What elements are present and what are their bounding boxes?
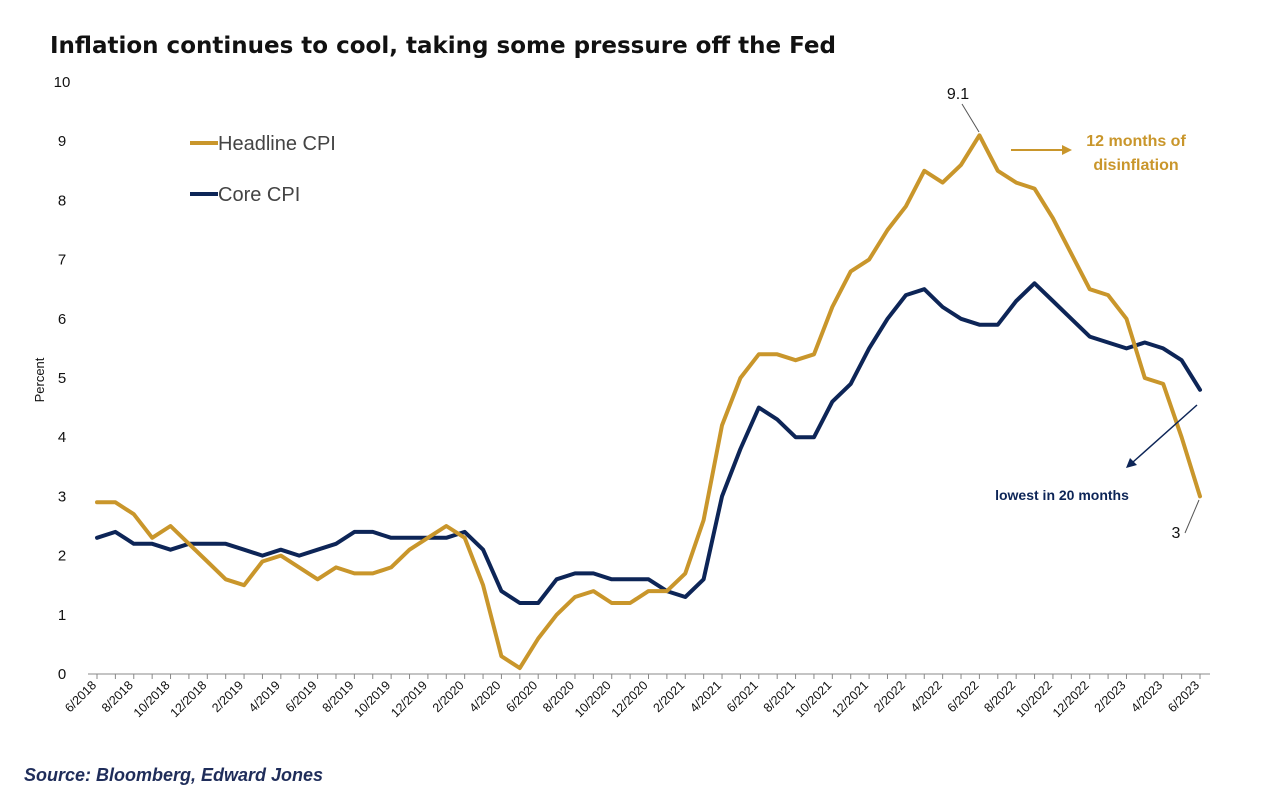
y-tick-label: 0 — [58, 666, 66, 683]
x-tick-label: 4/2023 — [1128, 678, 1165, 715]
last-value-label: 3 — [1172, 525, 1181, 542]
y-tick-label: 1 — [58, 607, 66, 624]
x-tick-label: 10/2018 — [131, 678, 173, 720]
x-tick-label: 4/2021 — [687, 678, 724, 715]
x-tick-label: 4/2022 — [908, 678, 945, 715]
disinflation-arrowhead — [1062, 145, 1072, 155]
x-tick-label: 6/2018 — [62, 678, 99, 715]
peak-leader-line — [961, 103, 980, 133]
x-tick-label: 6/2023 — [1165, 678, 1202, 715]
lowest-arrowhead — [1126, 458, 1137, 468]
x-tick-label: 10/2021 — [793, 678, 835, 720]
peak-value-label: 9.1 — [947, 86, 969, 103]
y-tick-label: 3 — [58, 488, 66, 505]
series-line-core-cpi — [95, 281, 1202, 605]
annotations: 9.1 12 months of disinflation lowest in … — [947, 86, 1200, 542]
x-tick-label: 2/2023 — [1092, 678, 1129, 715]
x-tick-label: 12/2018 — [168, 678, 210, 720]
y-tick-label: 5 — [58, 370, 66, 387]
y-tick-label: 7 — [58, 252, 66, 269]
x-tick-label: 2/2020 — [430, 678, 467, 715]
disinflation-label-line1: 12 months of — [1086, 133, 1186, 150]
chart-title: Inflation continues to cool, taking some… — [50, 33, 836, 59]
y-axis-label: Percent — [32, 357, 47, 402]
y-tick-label: 9 — [58, 133, 66, 150]
y-tick-label: 8 — [58, 192, 66, 209]
x-tick-label: 12/2022 — [1050, 678, 1092, 720]
legend-label-core: Core CPI — [218, 184, 300, 206]
x-tick-label: 2/2019 — [209, 678, 246, 715]
x-tick-label: 10/2019 — [351, 678, 393, 720]
series-layer — [95, 133, 1202, 671]
x-tick-label: 2/2022 — [871, 678, 908, 715]
x-tick-label: 4/2020 — [467, 678, 504, 715]
x-tick-label: 10/2022 — [1013, 678, 1055, 720]
disinflation-label-line2: disinflation — [1093, 157, 1178, 174]
y-axis-ticks: 0 1 2 3 4 5 6 7 8 9 10 — [54, 74, 71, 683]
x-tick-label: 12/2021 — [829, 678, 871, 720]
x-tick-label: 6/2022 — [945, 678, 982, 715]
x-tick-label: 4/2019 — [246, 678, 283, 715]
legend-label-headline: Headline CPI — [218, 133, 336, 155]
y-tick-label: 2 — [58, 548, 66, 565]
lowest-label: lowest in 20 months — [995, 487, 1129, 503]
series-line-headline-cpi — [95, 133, 1202, 671]
x-tick-label: 2/2021 — [650, 678, 687, 715]
x-tick-label: 10/2020 — [572, 678, 614, 720]
x-tick-label: 6/2020 — [503, 678, 540, 715]
x-tick-label: 6/2019 — [283, 678, 320, 715]
legend: Headline CPI Core CPI — [190, 133, 336, 206]
source-note: Source: Bloomberg, Edward Jones — [24, 765, 323, 785]
y-tick-label: 6 — [58, 311, 66, 328]
y-tick-label: 4 — [58, 429, 66, 446]
x-tick-label: 12/2019 — [388, 678, 430, 720]
x-tick-label: 6/2021 — [724, 678, 761, 715]
y-tick-label: 10 — [54, 74, 71, 91]
last-leader-line — [1184, 499, 1200, 534]
lowest-arrow — [1132, 404, 1198, 463]
x-tick-label: 12/2020 — [609, 678, 651, 720]
